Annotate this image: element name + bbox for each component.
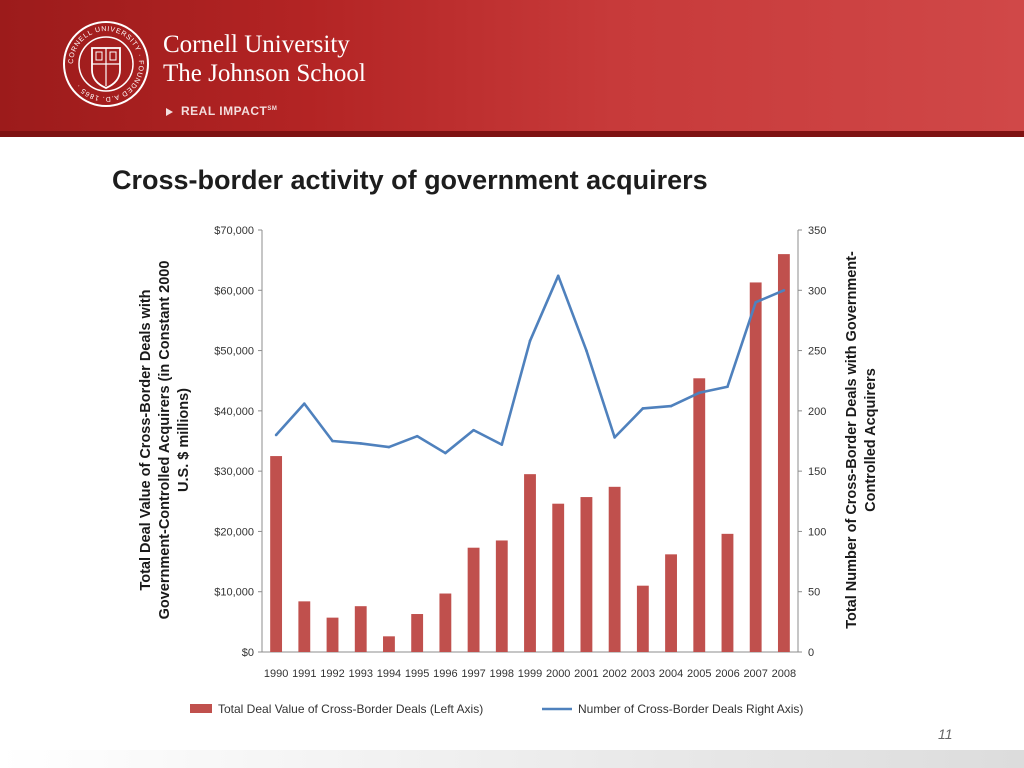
x-tick-label: 2004 xyxy=(659,668,683,680)
x-tick-label: 2000 xyxy=(546,668,570,680)
right-tick-label: 300 xyxy=(808,285,826,297)
line-series-deal-count xyxy=(275,274,785,455)
line-point-1999 xyxy=(528,339,532,343)
play-triangle-icon xyxy=(166,107,173,116)
line-point-1993 xyxy=(359,442,363,445)
line-point-2005 xyxy=(697,391,701,395)
x-tick-label: 2005 xyxy=(687,668,711,680)
left-tick-label: $30,000 xyxy=(214,466,254,478)
bar-2001 xyxy=(580,497,593,652)
footer-bar xyxy=(0,750,1024,768)
bar-2006 xyxy=(721,533,734,652)
bar-1997 xyxy=(467,547,480,652)
line-point-2003 xyxy=(641,407,645,410)
x-tick-label: 1998 xyxy=(490,668,514,680)
line-point-2004 xyxy=(669,404,673,408)
legend-label-line: Number of Cross-Border Deals Right Axis) xyxy=(578,702,803,716)
left-tick-label: $40,000 xyxy=(214,406,254,418)
bar-2008 xyxy=(777,254,790,652)
right-axis-title: Total Number of Cross-Border Deals with … xyxy=(844,251,879,629)
line-point-1992 xyxy=(331,439,334,443)
tagline: REAL IMPACTSM xyxy=(166,104,277,118)
tagline-mark: SM xyxy=(267,106,278,112)
x-tick-label: 2006 xyxy=(715,668,739,680)
line-point-2007 xyxy=(754,301,757,304)
left-tick-label: $10,000 xyxy=(214,587,254,599)
school-name: The Johnson School xyxy=(163,60,366,87)
bar-2000 xyxy=(552,503,565,652)
institution-name: Cornell University The Johnson School xyxy=(163,30,366,88)
line-point-1998 xyxy=(500,443,504,446)
line-point-1997 xyxy=(472,428,475,432)
x-tick-label: 1990 xyxy=(264,668,288,680)
left-tick-label: $0 xyxy=(242,647,254,659)
line-point-2002 xyxy=(613,436,616,439)
line-point-1996 xyxy=(444,451,447,455)
right-tick-label: 150 xyxy=(808,466,826,478)
left-tick-label: $20,000 xyxy=(214,526,254,538)
slide-title: Cross-border activity of government acqu… xyxy=(112,165,708,195)
header-banner: CORNELL UNIVERSITY · FOUNDED A.D. 1865 ·… xyxy=(0,0,1024,137)
bar-2004 xyxy=(665,554,677,652)
right-tick-label: 100 xyxy=(808,526,826,538)
x-tick-label: 1993 xyxy=(348,668,372,680)
bar-1995 xyxy=(411,614,424,652)
bar-1996 xyxy=(439,593,452,652)
right-tick-label: 0 xyxy=(808,647,814,659)
line-point-1994 xyxy=(387,445,391,449)
bar-1999 xyxy=(524,474,536,652)
x-tick-label: 1991 xyxy=(292,668,316,680)
page-number: 11 xyxy=(938,726,953,742)
x-tick-label: 1995 xyxy=(405,668,429,680)
line-point-2006 xyxy=(726,385,729,389)
bar-2007 xyxy=(749,282,762,652)
left-tick-label: $60,000 xyxy=(214,285,254,297)
right-tick-label: 50 xyxy=(808,587,820,599)
bar-2003 xyxy=(636,585,649,652)
line-point-1991 xyxy=(303,402,306,405)
x-tick-label: 2002 xyxy=(602,668,626,680)
bar-1991 xyxy=(298,601,311,652)
cornell-seal-icon: CORNELL UNIVERSITY · FOUNDED A.D. 1865 · xyxy=(63,21,149,107)
legend-swatch-bars xyxy=(190,704,212,713)
right-tick-label: 350 xyxy=(808,225,826,237)
x-tick-label: 1999 xyxy=(518,668,542,680)
x-tick-label: 1994 xyxy=(377,668,401,680)
university-name: Cornell University xyxy=(163,31,350,58)
right-tick-label: 200 xyxy=(808,406,826,418)
x-tick-label: 2001 xyxy=(574,668,598,680)
bar-2005 xyxy=(693,378,706,652)
x-tick-label: 2003 xyxy=(631,668,655,680)
legend-label-bars: Total Deal Value of Cross-Border Deals (… xyxy=(218,702,483,716)
line-point-2001 xyxy=(585,349,588,352)
line-point-1990 xyxy=(274,433,278,437)
bar-1992 xyxy=(326,617,339,652)
line-point-1995 xyxy=(415,434,419,438)
bar-2002 xyxy=(608,486,621,652)
bar-1993 xyxy=(354,606,367,652)
line-point-2008 xyxy=(782,288,786,292)
bar-1994 xyxy=(383,636,395,652)
x-tick-label: 2007 xyxy=(743,668,767,680)
tagline-text: REAL IMPACT xyxy=(181,104,268,118)
x-tick-label: 1997 xyxy=(461,668,485,680)
bar-1998 xyxy=(495,540,508,652)
x-tick-label: 2008 xyxy=(772,668,796,680)
left-tick-label: $70,000 xyxy=(214,225,254,237)
left-tick-label: $50,000 xyxy=(214,346,254,358)
left-axis-title: Total Deal Value of Cross-Border Deals w… xyxy=(138,261,192,620)
bar-1990 xyxy=(270,456,283,652)
x-tick-label: 1996 xyxy=(433,668,457,680)
line-point-2000 xyxy=(556,274,560,278)
right-tick-label: 250 xyxy=(808,346,826,358)
x-tick-label: 1992 xyxy=(320,668,344,680)
